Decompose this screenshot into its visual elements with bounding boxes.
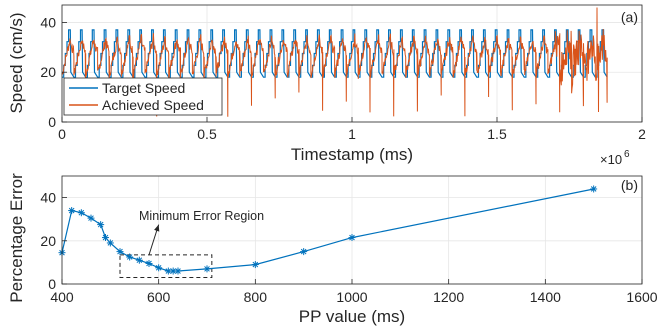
data-point-marker: [155, 264, 163, 272]
data-point-marker: [102, 234, 109, 242]
data-point-marker: [174, 267, 182, 275]
chart-b-ytick-label: 20: [40, 233, 56, 249]
chart-b-series: [58, 185, 598, 275]
chart-a-xtick-label: 2: [638, 126, 646, 142]
chart-a-exponent: ×10 6: [600, 149, 630, 167]
chart-b-xtick-label: 800: [244, 289, 268, 305]
chart-b-xtick-label: 1400: [530, 289, 561, 305]
chart-a-ytick-label: 0: [48, 114, 56, 130]
chart-a-xtick-label: 1: [348, 126, 356, 142]
chart-b-xtick-label: 1600: [626, 289, 657, 305]
chart-a-xtick-label: 1.5: [487, 126, 507, 142]
chart-b-annotation-text: Minimum Error Region: [139, 209, 264, 223]
chart-a-xtick-label: 0.5: [197, 126, 217, 142]
data-point-marker: [97, 221, 105, 229]
data-point-marker: [251, 261, 259, 269]
data-point-marker: [77, 209, 85, 217]
chart-b-xtick-label: 1000: [336, 289, 367, 305]
chart-b-xtick-label: 600: [147, 289, 171, 305]
data-point-marker: [203, 265, 211, 273]
chart-b-ylabel: Percentage Error: [7, 173, 26, 303]
data-point-marker: [116, 248, 124, 256]
data-point-marker: [126, 253, 134, 261]
legend-target-label: Target Speed: [102, 80, 185, 96]
chart-a-panel-label: (a): [621, 9, 638, 25]
data-point-marker: [145, 259, 153, 267]
chart-a-exponent-base: ×10: [600, 152, 622, 167]
data-point-marker: [164, 267, 172, 275]
data-point-marker: [348, 234, 356, 242]
chart-a-xtick-label: 0: [58, 126, 66, 142]
chart-b-xlabel: PP value (ms): [299, 307, 405, 326]
chart-b-panel-label: (b): [621, 177, 638, 193]
chart-a-exponent-power: 6: [624, 149, 630, 160]
chart-a-ylabel: Speed (cm/s): [7, 12, 26, 113]
minimum-error-box: [119, 254, 213, 279]
chart-b-xtick-label: 1200: [433, 289, 464, 305]
chart-a-legend-box: [63, 77, 223, 116]
chart-b-ytick-label: 40: [40, 190, 56, 206]
data-point-marker: [68, 207, 76, 215]
data-point-marker: [106, 239, 114, 247]
chart-a-xlabel: Timestamp (ms): [291, 145, 413, 164]
chart-a-series: [61, 7, 608, 117]
chart-b-ticks: 400 600 800 1000 1200 1400 1600 0 20 40: [40, 190, 657, 305]
chart-a-legend: Target Speed Achieved Speed: [63, 77, 223, 116]
data-point-marker: [590, 185, 598, 193]
data-point-marker: [87, 214, 95, 222]
chart-b-ytick-label: 0: [48, 276, 56, 292]
chart-b: 400 600 800 1000 1200 1400 1600 0 20 40 (b) PP va…: [7, 173, 658, 326]
chart-a-ytick-label: 20: [40, 64, 56, 80]
series-achieved-speed: [61, 7, 608, 117]
legend-achieved-label: Achieved Speed: [102, 97, 204, 113]
data-point-marker: [135, 256, 143, 264]
data-point-marker: [300, 248, 308, 256]
chart-b-annotation: [119, 224, 213, 279]
chart-b-xtick-label: 400: [50, 289, 74, 305]
chart-a-ytick-label: 40: [40, 14, 56, 30]
annotation-arrowhead: [154, 224, 160, 232]
